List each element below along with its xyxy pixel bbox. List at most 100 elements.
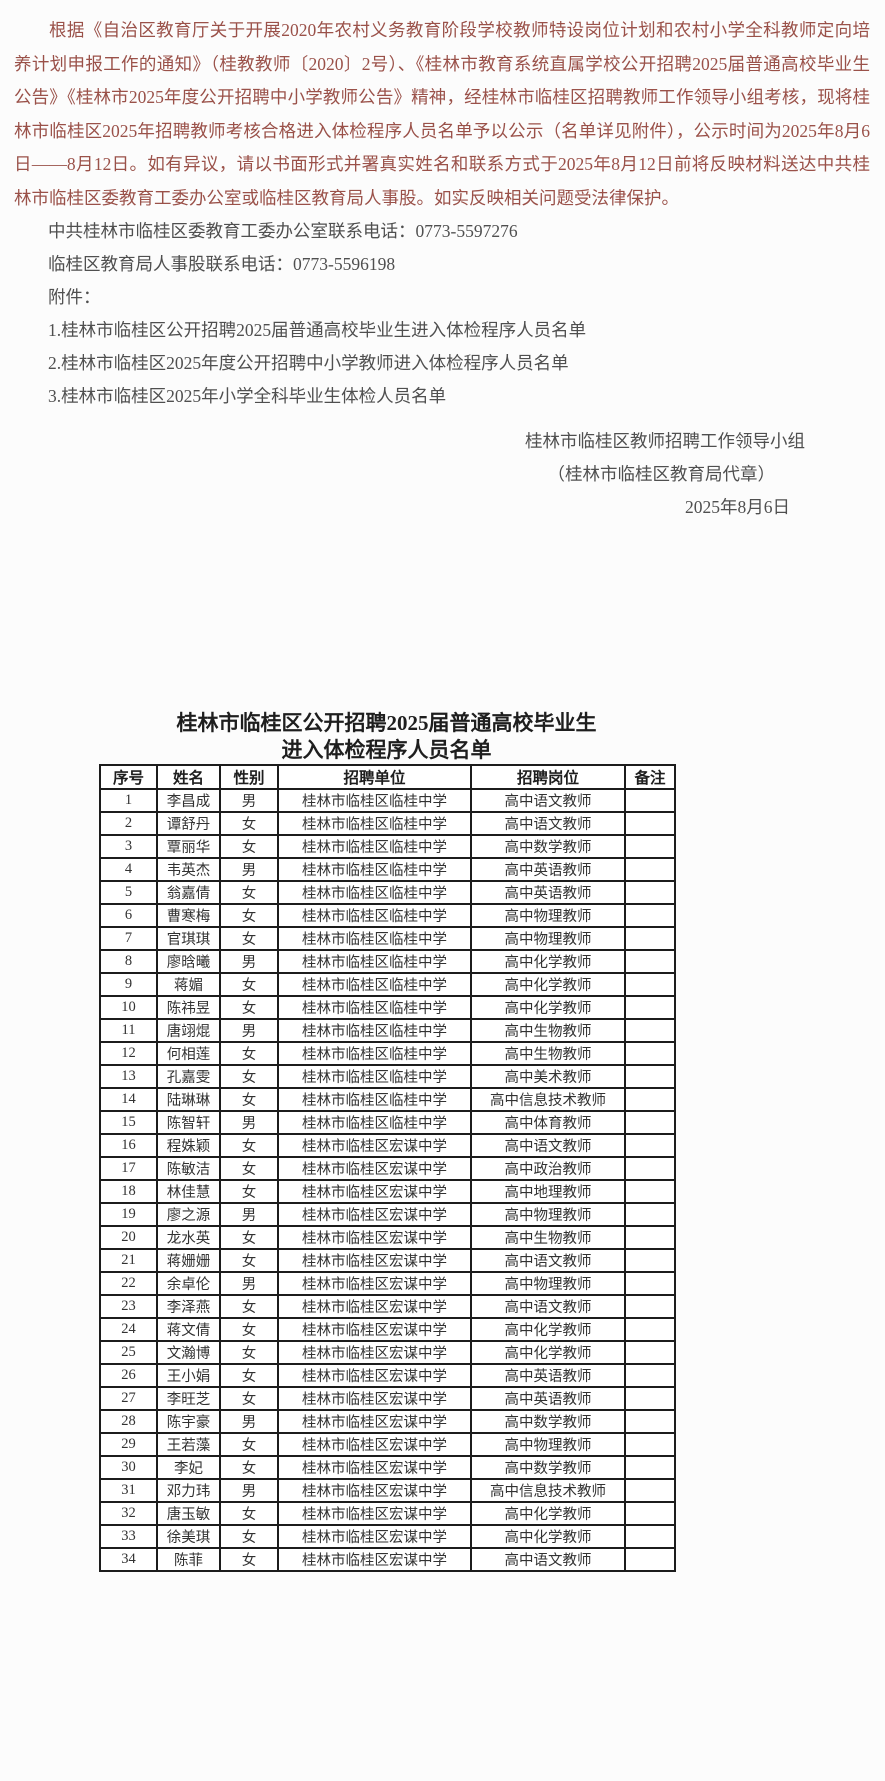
table-cell: 女 — [219, 1064, 279, 1089]
table-cell — [624, 788, 676, 813]
table-cell: 12 — [99, 1041, 158, 1066]
table-row: 28 陈宇豪男桂林市临桂区宏谋中学 高中数学教师 — [99, 1409, 676, 1434]
table-row: 24 蒋文倩女桂林市临桂区宏谋中学 高中化学教师 — [99, 1317, 676, 1342]
table-cell: 1 — [99, 788, 158, 813]
roster-table: 序号 姓名 性别 招聘单位 招聘岗位 备注 1 李昌成男桂林市临桂区临桂中学 高中语… — [99, 764, 676, 1572]
signature-organization: 桂林市临桂区教师招聘工作领导小组 — [525, 431, 805, 451]
table-cell: 邓力玮 — [156, 1478, 221, 1503]
table-cell — [624, 1248, 676, 1273]
table-cell: 桂林市临桂区宏谋中学 — [277, 1340, 472, 1365]
table-cell: 高中物理教师 — [470, 926, 626, 951]
table-header-row: 序号 姓名 性别 招聘单位 招聘岗位 备注 — [99, 764, 676, 790]
table-cell: 龙水英 — [156, 1225, 221, 1250]
table-cell: 女 — [219, 1524, 279, 1549]
table-cell — [624, 880, 676, 905]
table-cell: 蒋文倩 — [156, 1317, 221, 1342]
table-cell: 23 — [99, 1294, 158, 1319]
table-cell: 唐玉敏 — [156, 1501, 221, 1526]
table-cell: 孔嘉雯 — [156, 1064, 221, 1089]
table-cell: 男 — [219, 1409, 279, 1434]
attachment-item-3: 3.桂林市临桂区2025年小学全科毕业生体检人员名单 — [48, 386, 447, 406]
table-cell: 7 — [99, 926, 158, 951]
table-cell — [624, 1455, 676, 1480]
table-cell: 女 — [219, 903, 279, 928]
table-cell: 徐美琪 — [156, 1524, 221, 1549]
table-cell: 5 — [99, 880, 158, 905]
table-cell: 高中语文教师 — [470, 788, 626, 813]
table-cell: 高中语文教师 — [470, 1133, 626, 1158]
table-cell: 15 — [99, 1110, 158, 1135]
table-cell — [624, 926, 676, 951]
table-cell — [624, 949, 676, 974]
table-cell: 女 — [219, 1455, 279, 1480]
table-cell: 高中体育教师 — [470, 1110, 626, 1135]
table-cell: 陈祎昱 — [156, 995, 221, 1020]
column-header-name: 姓名 — [156, 764, 221, 790]
table-cell: 唐翊焜 — [156, 1018, 221, 1043]
roster-table-head: 序号 姓名 性别 招聘单位 招聘岗位 备注 — [99, 764, 676, 790]
table-cell: 4 — [99, 857, 158, 882]
table-cell: 谭舒丹 — [156, 811, 221, 836]
table-cell: 29 — [99, 1432, 158, 1457]
table-cell: 28 — [99, 1409, 158, 1434]
table-cell: 高中语文教师 — [470, 1294, 626, 1319]
table-cell: 女 — [219, 1501, 279, 1526]
signature-seal-note: （桂林市临桂区教育局代章） — [547, 464, 776, 484]
table-cell — [624, 1524, 676, 1549]
roster-section: 桂林市临桂区公开招聘2025届普通高校毕业生 进入体检程序人员名单 序号 姓名 … — [14, 710, 870, 1572]
table-cell: 女 — [219, 1340, 279, 1365]
table-cell: 22 — [99, 1271, 158, 1296]
table-cell: 蒋媚 — [156, 972, 221, 997]
table-cell: 18 — [99, 1179, 158, 1204]
table-cell: 高中物理教师 — [470, 1432, 626, 1457]
table-cell: 何相莲 — [156, 1041, 221, 1066]
table-row: 26 王小娟女桂林市临桂区宏谋中学 高中英语教师 — [99, 1363, 676, 1388]
table-cell: 女 — [219, 1133, 279, 1158]
table-cell: 桂林市临桂区宏谋中学 — [277, 1524, 472, 1549]
table-cell: 14 — [99, 1087, 158, 1112]
table-row: 21 蒋姗姗女桂林市临桂区宏谋中学 高中语文教师 — [99, 1248, 676, 1273]
table-cell: 李昌成 — [156, 788, 221, 813]
table-cell: 高中生物教师 — [470, 1018, 626, 1043]
table-cell: 女 — [219, 1041, 279, 1066]
table-cell: 余卓伦 — [156, 1271, 221, 1296]
table-cell: 高中物理教师 — [470, 1202, 626, 1227]
table-cell: 高中化学教师 — [470, 949, 626, 974]
table-row: 5 翁嘉倩女桂林市临桂区临桂中学 高中英语教师 — [99, 880, 676, 905]
signature-date: 2025年8月6日 — [685, 497, 790, 517]
table-cell: 11 — [99, 1018, 158, 1043]
table-cell — [624, 1547, 676, 1572]
column-header-position: 招聘岗位 — [470, 764, 626, 790]
table-cell — [624, 1225, 676, 1250]
table-cell: 陈敏洁 — [156, 1156, 221, 1181]
table-cell: 王若藻 — [156, 1432, 221, 1457]
table-cell: 桂林市临桂区宏谋中学 — [277, 1248, 472, 1273]
table-row: 9 蒋媚女桂林市临桂区临桂中学 高中化学教师 — [99, 972, 676, 997]
table-cell: 8 — [99, 949, 158, 974]
table-row: 4 韦英杰男桂林市临桂区临桂中学 高中英语教师 — [99, 857, 676, 882]
table-row: 31 邓力玮男桂林市临桂区宏谋中学 高中信息技术教师 — [99, 1478, 676, 1503]
table-cell: 桂林市临桂区宏谋中学 — [277, 1386, 472, 1411]
table-cell: 桂林市临桂区宏谋中学 — [277, 1225, 472, 1250]
table-cell: 陈菲 — [156, 1547, 221, 1572]
table-cell — [624, 1340, 676, 1365]
table-cell: 34 — [99, 1547, 158, 1572]
table-cell: 高中语文教师 — [470, 1547, 626, 1572]
table-cell: 女 — [219, 834, 279, 859]
table-cell: 高中语文教师 — [470, 1248, 626, 1273]
table-cell: 13 — [99, 1064, 158, 1089]
table-cell: 9 — [99, 972, 158, 997]
table-cell — [624, 1294, 676, 1319]
table-cell: 高中化学教师 — [470, 995, 626, 1020]
table-cell: 男 — [219, 788, 279, 813]
table-cell: 桂林市临桂区宏谋中学 — [277, 1156, 472, 1181]
table-cell: 官琪琪 — [156, 926, 221, 951]
document: 根据《自治区教育厅关于开展2020年农村义务教育阶段学校教师特设岗位计划和农村小… — [14, 20, 870, 1572]
table-cell: 24 — [99, 1317, 158, 1342]
table-cell: 19 — [99, 1202, 158, 1227]
table-cell: 高中英语教师 — [470, 880, 626, 905]
table-cell: 20 — [99, 1225, 158, 1250]
table-cell — [624, 1179, 676, 1204]
table-row: 33 徐美琪女桂林市临桂区宏谋中学 高中化学教师 — [99, 1524, 676, 1549]
